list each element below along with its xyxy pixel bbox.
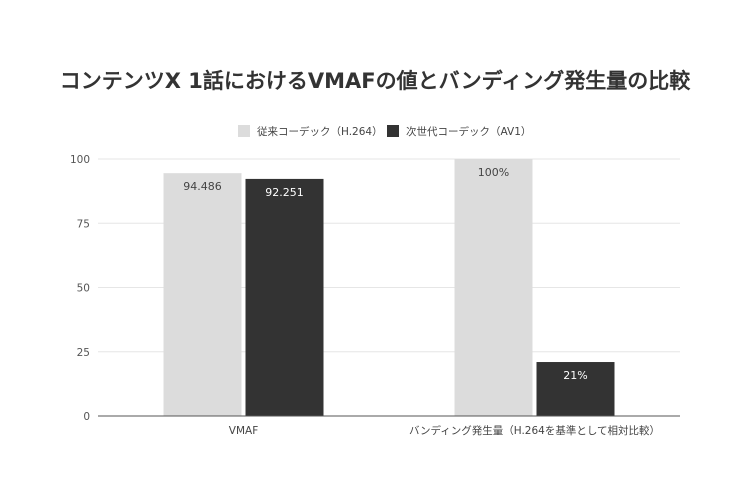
data-labels: 94.486 92.251 100% 21% <box>183 166 587 382</box>
bar-av1-banding <box>536 362 615 416</box>
bar-h264-banding <box>454 159 533 416</box>
y-axis-ticks: 0 25 50 75 100 <box>70 154 90 423</box>
y-tick-label: 0 <box>83 411 90 423</box>
legend-label-av1: 次世代コーデック（AV1） <box>406 125 531 138</box>
chart-title: コンテンツX 1話におけるVMAFの値とバンディング発生量の比較 <box>60 69 691 93</box>
bars <box>163 159 615 416</box>
x-axis-categories: VMAF バンディング発生量（H.264を基準として相対比較） <box>229 424 660 437</box>
x-category-label: VMAF <box>229 425 258 437</box>
data-label: 100% <box>478 166 509 179</box>
legend-label-h264: 従来コーデック（H.264） <box>257 125 383 138</box>
data-label: 21% <box>563 369 587 382</box>
bar-h264-vmaf <box>163 173 242 416</box>
legend-swatch-av1 <box>387 125 399 137</box>
data-label: 94.486 <box>183 180 222 193</box>
legend: 従来コーデック（H.264） 次世代コーデック（AV1） <box>238 125 531 138</box>
y-tick-label: 100 <box>70 154 90 166</box>
x-category-label: バンディング発生量（H.264を基準として相対比較） <box>409 424 660 437</box>
y-tick-label: 25 <box>77 347 90 359</box>
y-tick-label: 50 <box>77 283 90 295</box>
legend-swatch-h264 <box>238 125 250 137</box>
y-tick-label: 75 <box>77 218 90 230</box>
bar-av1-vmaf <box>245 178 324 416</box>
data-label: 92.251 <box>265 186 304 199</box>
